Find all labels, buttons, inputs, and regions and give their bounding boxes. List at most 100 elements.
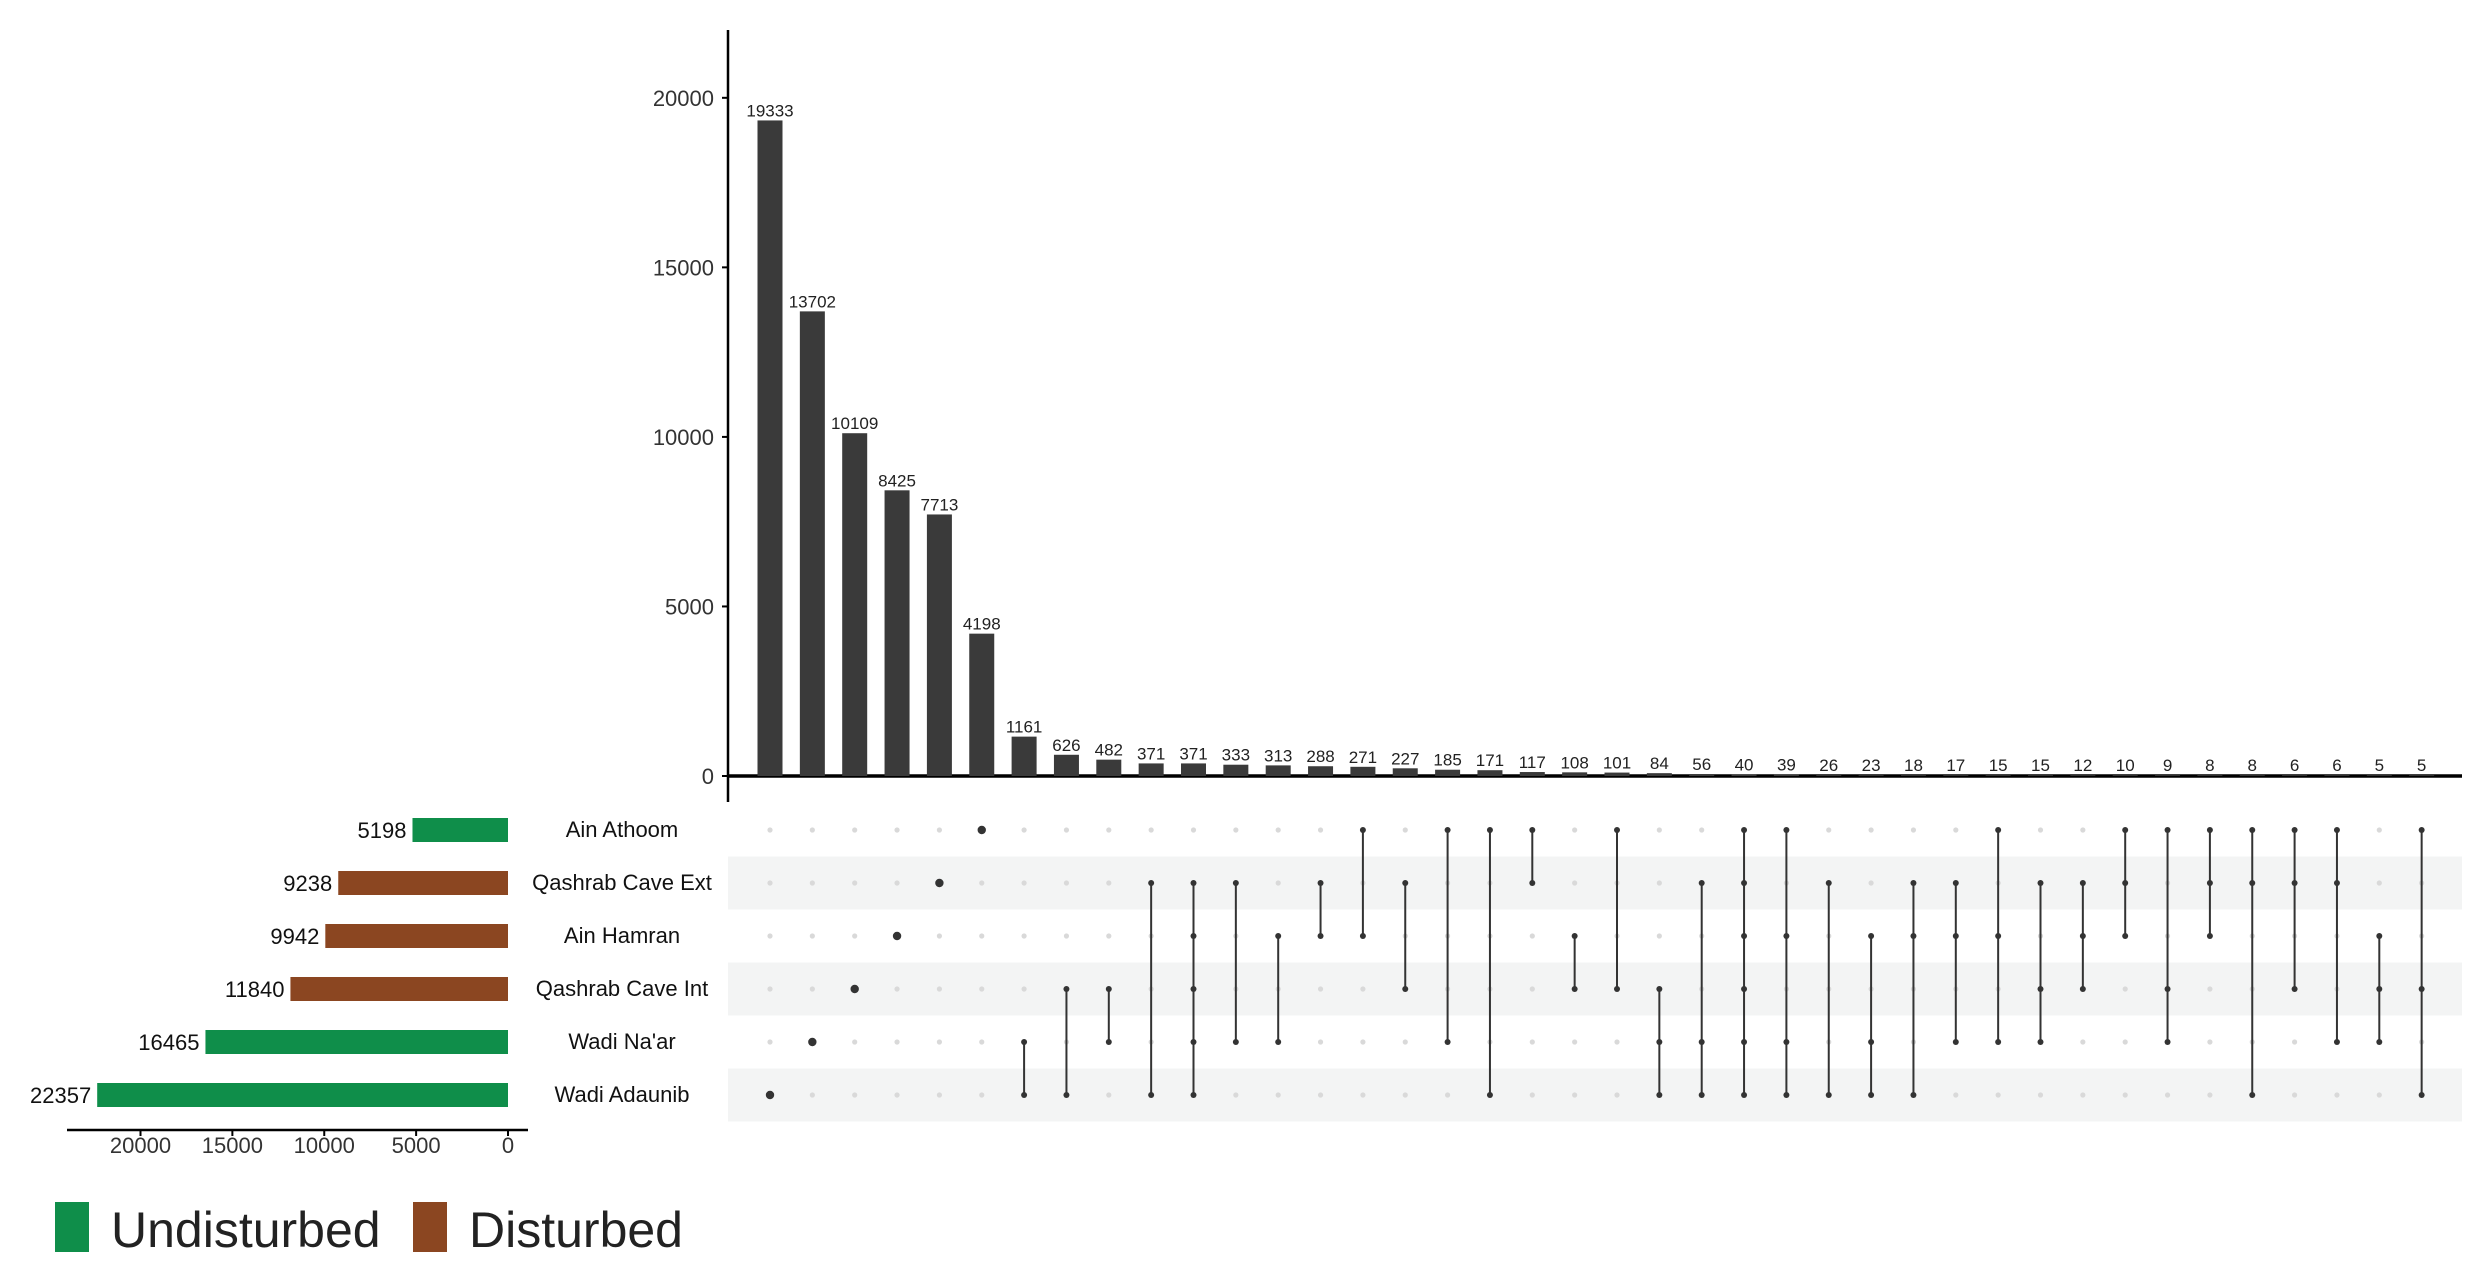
set-size-tick-label: 0 xyxy=(502,1133,514,1158)
matrix-dot-active xyxy=(2376,1039,2383,1045)
intersection-bar-label: 8 xyxy=(2248,756,2257,775)
intersection-bar-label: 117 xyxy=(1519,753,1546,772)
set-size-label: 11840 xyxy=(225,977,285,1002)
matrix-dot-inactive xyxy=(1614,1039,1620,1045)
matrix-dot-active xyxy=(1190,1039,1197,1045)
intersection-bar xyxy=(1562,772,1588,776)
matrix-dot-active xyxy=(1148,880,1155,886)
intersection-bar xyxy=(926,514,952,776)
matrix-dot-inactive xyxy=(767,933,773,939)
set-size-tick-label: 10000 xyxy=(294,1133,355,1158)
intersection-bar xyxy=(1223,764,1249,776)
matrix-dot-active xyxy=(2164,1039,2171,1045)
matrix-dot-inactive xyxy=(2207,1039,2213,1045)
intersection-bar-label: 10 xyxy=(2116,756,2135,775)
intersection-bar-label: 40 xyxy=(1735,756,1754,775)
matrix-dot-active xyxy=(1741,827,1748,833)
matrix-dot-inactive xyxy=(767,827,773,833)
matrix-dot-active xyxy=(2122,880,2129,886)
matrix-dot-active xyxy=(1698,880,1705,886)
set-size-bar xyxy=(412,818,508,842)
matrix-dot-inactive xyxy=(1317,986,1324,992)
intersection-bars xyxy=(757,120,2435,776)
matrix-dot-inactive xyxy=(1275,880,1281,886)
matrix-dot-active xyxy=(1741,880,1748,886)
matrix-dot-active xyxy=(1359,933,1366,939)
intersection-bar xyxy=(2197,775,2223,776)
intersection-bar xyxy=(1816,775,1842,776)
matrix-dot-active xyxy=(1910,880,1917,886)
y-tick-label: 10000 xyxy=(653,425,714,450)
matrix-dot-inactive xyxy=(936,1039,943,1045)
matrix-dot-active xyxy=(1232,880,1239,886)
intersection-bar xyxy=(1265,765,1291,776)
intersection-bar xyxy=(884,490,910,776)
set-size-bar xyxy=(338,871,508,895)
matrix-dot-inactive xyxy=(1572,1039,1578,1045)
matrix-dot-inactive xyxy=(2207,986,2213,992)
matrix-dot-inactive xyxy=(1868,880,1874,886)
intersection-bar-label: 18 xyxy=(1904,756,1923,775)
matrix-dot-inactive xyxy=(1402,1039,1408,1045)
matrix-dot-active xyxy=(1741,933,1748,939)
matrix-dot-inactive xyxy=(1529,933,1535,939)
matrix-dot-active xyxy=(1402,986,1409,992)
matrix-dot-inactive xyxy=(894,986,900,992)
matrix-dot-active xyxy=(2122,933,2129,939)
matrix-dot-inactive xyxy=(1529,986,1535,992)
set-size-tick-label: 15000 xyxy=(202,1133,263,1158)
matrix-dot-inactive xyxy=(2334,1092,2340,1098)
set-size-tick-label: 20000 xyxy=(110,1133,171,1158)
intersection-bar xyxy=(2155,775,2181,776)
set-size-axis: 0 5000 10000 15000 20000 xyxy=(67,1128,528,1158)
matrix-dot-inactive xyxy=(936,933,943,939)
matrix-dot-inactive xyxy=(894,1092,900,1098)
matrix-dot-inactive xyxy=(852,1092,858,1098)
matrix-dot-inactive xyxy=(2037,827,2044,833)
intersection-bar xyxy=(2324,775,2350,776)
intersection-bar xyxy=(2366,775,2392,776)
set-size-bar xyxy=(290,977,508,1001)
matrix-dot-active xyxy=(2037,880,2044,886)
matrix-dot-inactive xyxy=(809,880,815,886)
matrix-dot-inactive xyxy=(1572,1092,1578,1098)
intersection-bar-label: 56 xyxy=(1692,755,1711,774)
matrix-dot-inactive xyxy=(1699,827,1705,833)
set-name-label: Qashrab Cave Int xyxy=(536,976,708,1001)
set-size-bar xyxy=(97,1083,508,1107)
set-name-label: Wadi Na'ar xyxy=(568,1029,675,1054)
intersection-bar xyxy=(1943,775,1969,776)
intersection-bar-label: 39 xyxy=(1777,756,1796,775)
intersection-bar-label: 4198 xyxy=(963,615,1001,634)
intersection-bar xyxy=(969,633,995,776)
matrix-dot-inactive xyxy=(2122,1092,2128,1098)
set-name-label: Ain Athoom xyxy=(566,817,679,842)
matrix-dot-active xyxy=(1190,933,1197,939)
matrix-dot-inactive xyxy=(1317,1092,1324,1098)
matrix-dot-inactive xyxy=(1402,827,1408,833)
matrix-dot-active xyxy=(1148,1092,1155,1098)
matrix-dot-inactive xyxy=(767,986,773,992)
intersection-bar-label: 9 xyxy=(2163,756,2172,775)
matrix-dot-active xyxy=(1529,880,1536,886)
matrix-dot-active xyxy=(1952,880,1959,886)
intersection-bar-label: 108 xyxy=(1560,753,1588,772)
matrix-dot-inactive xyxy=(1995,1092,2001,1098)
intersection-bar-label: 313 xyxy=(1264,746,1292,765)
intersection-bar xyxy=(1985,775,2011,776)
matrix-dot-active xyxy=(2333,880,2340,886)
legend-swatch xyxy=(55,1202,89,1252)
matrix-dot-inactive xyxy=(2080,827,2086,833)
intersection-bar xyxy=(2070,775,2096,776)
matrix-dot-inactive xyxy=(809,827,815,833)
intersection-bar-label: 23 xyxy=(1862,756,1881,775)
matrix-dot-active xyxy=(1021,1039,1028,1045)
matrix-dot-inactive xyxy=(1402,1092,1408,1098)
intersection-size-axis: 0 5000 10000 15000 20000 xyxy=(653,30,2462,802)
matrix-dot-inactive xyxy=(2207,1092,2213,1098)
matrix-dot-inactive xyxy=(1826,827,1832,833)
y-tick-label: 0 xyxy=(702,764,714,789)
matrix-dot-active xyxy=(1741,986,1748,992)
matrix-dot-active xyxy=(1910,1092,1917,1098)
matrix-dot-active xyxy=(1614,827,1620,833)
